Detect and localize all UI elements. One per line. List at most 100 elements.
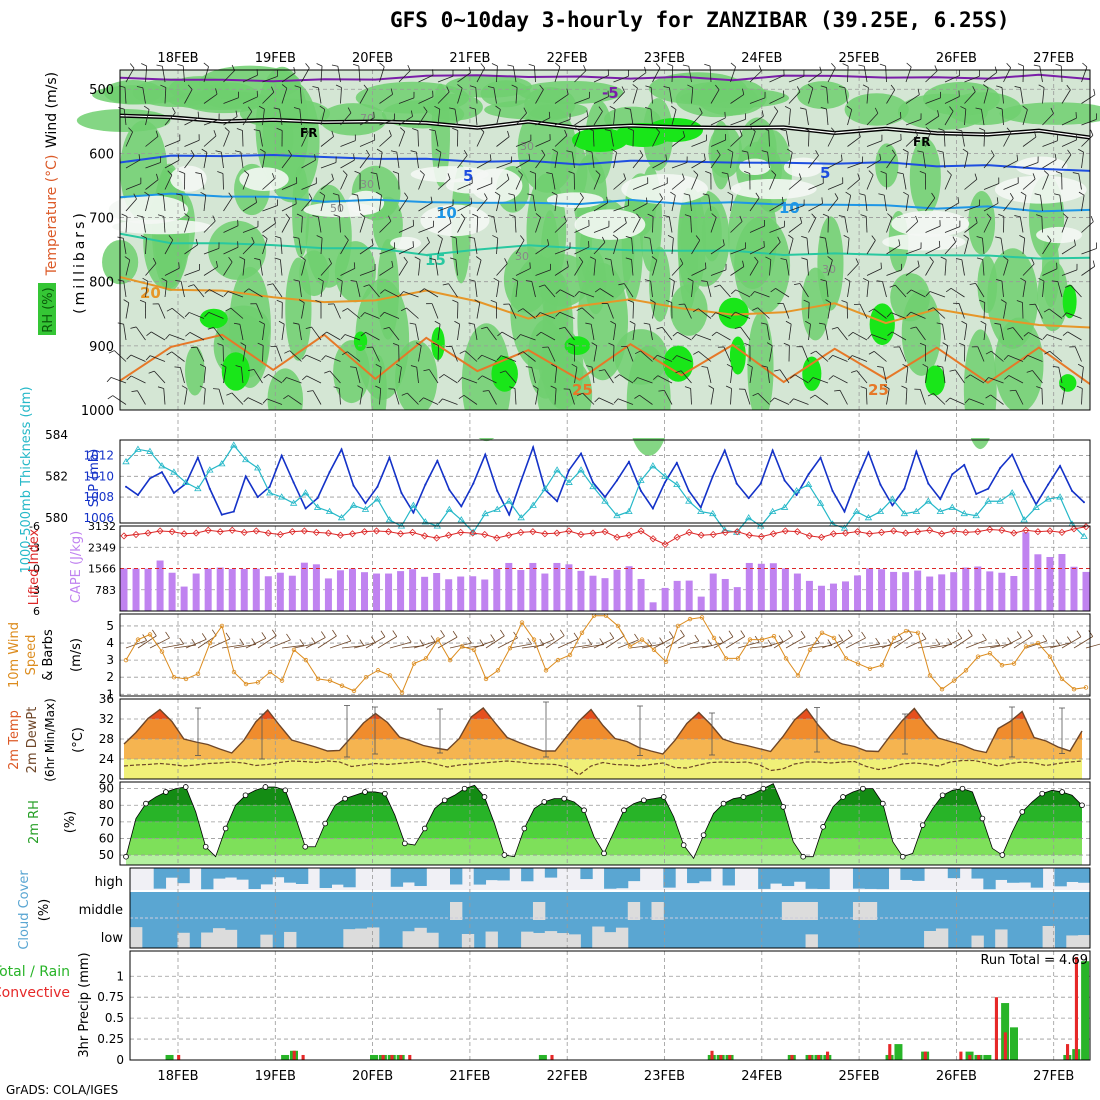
wind-barb [320,179,334,190]
wind-barb-feather [598,106,603,112]
wind-barb [320,162,337,169]
wind-barb-feather [156,64,163,67]
wind-barb [125,640,147,649]
wind-barb-feather [982,633,987,641]
wind-speed-point [891,635,897,641]
li-point [625,531,633,539]
wind-barb [671,136,685,147]
wind-barb-feather [512,277,518,282]
wind-barb [881,639,903,649]
precip-convective-bar [923,1051,927,1060]
wind-barb-feather [902,148,909,153]
slp-point [136,493,139,496]
wind-barb [769,96,785,104]
thickness-point [780,503,789,510]
wind-barb [365,331,380,341]
wind-barb-feather [258,105,265,110]
wind-barb-feather [940,256,947,260]
wind-speed-point [759,637,765,642]
wind-barb [653,637,674,649]
wind-barb [376,173,380,190]
wind-barb [1061,154,1072,169]
wind-barb [379,135,392,147]
wind-barb-feather [566,88,569,95]
rh-band-saturated [663,345,694,382]
bottom-date-label: 19FEB [255,1069,296,1084]
wind-barb-feather [957,196,960,204]
wind-barb [223,131,230,147]
wind-barb [684,303,692,319]
wind-barb-feather [1059,385,1065,390]
wind-barb-feather [496,355,502,361]
wind-barb [557,638,579,649]
wind-barb-feather [945,287,952,293]
wind-barb-feather [682,64,689,67]
cape-bar [709,573,717,611]
wind-barb [1081,66,1088,83]
wind-barb-feather [263,374,269,379]
thickness-point [1044,495,1052,502]
isotherm-label: -5 [602,84,619,102]
wind-barb [379,266,394,276]
wind-barb [286,377,302,384]
wind-barb [242,259,246,276]
wind-barb-feather [106,377,112,383]
wind-barb [837,327,848,341]
wind-barb [203,93,218,104]
wind-barb-feather [996,85,1003,88]
wind-barb [149,637,170,649]
wind-barb-feather [715,84,720,90]
wind-barb [808,130,810,147]
precip-total-bar [894,1044,903,1060]
wind-barb-feather [667,235,674,239]
wind-barb [1003,260,1009,276]
li-point [216,528,224,536]
wind-barb-feather [1032,173,1036,180]
wind-barb-feather [136,215,143,218]
rh-band-saturated [491,355,518,392]
top-date-label: 27FEB [1033,51,1074,66]
wind-barb [560,289,575,298]
wind-barb-feather [487,215,494,218]
wind-barb [942,324,946,341]
wind-barb [827,198,839,212]
wind-barb [808,155,819,169]
wind-barb-feather [578,256,584,263]
wind-labels: 10m Wind Speed & Barbs (m/s) [7,622,84,688]
wind-barb-feather [492,235,498,239]
wind-speed-point [723,656,729,661]
isotherm-label: 25 [572,381,593,399]
wind-barb-feather [906,289,912,295]
high-cloud-bar [177,868,190,884]
wind-barb [710,154,721,169]
wind-barb-feather [201,148,208,153]
wind-barb [569,644,592,649]
wind-barb-feather [841,154,843,161]
li-point [252,527,260,535]
low-clear-bar [355,928,368,948]
wind-barb-feather [360,331,366,337]
wind-barb [320,281,324,298]
wind-barb-feather [645,85,652,88]
wind-barb-feather [353,262,356,269]
high-cloud-bar [331,868,344,885]
wind-barb [749,246,765,255]
wind-barb [496,66,498,83]
wind-barb-feather [974,173,978,180]
wind-barb-feather [354,170,361,174]
wind-barb-feather [711,331,717,337]
isotherm-label: 25 [868,381,889,399]
wind-barb-feather [187,84,193,90]
wind-tick-label: 4 [106,636,114,650]
rh-point [441,797,448,804]
wind-barb [797,642,820,649]
wind-barb [184,269,200,276]
wind-barb-feather [469,279,476,282]
li-tick-label: 6 [33,605,40,618]
wind-barb-feather [404,192,409,198]
wind-barb-feather [152,257,157,264]
wind-barb [398,131,406,147]
wind-barb [859,303,868,319]
wind-barb-feather [363,284,370,288]
temp-tick-label: 24 [99,752,114,766]
